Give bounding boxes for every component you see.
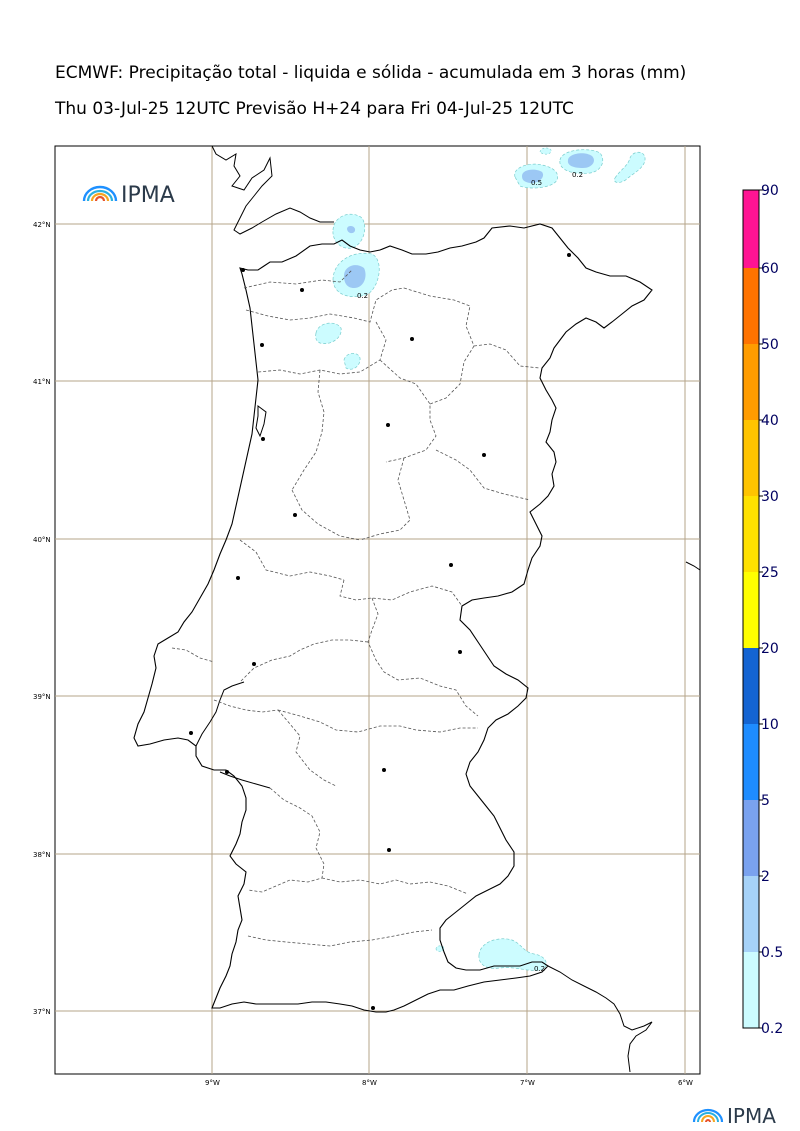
city-dot [449, 563, 453, 567]
city-dot [410, 337, 414, 341]
map-subtitle: Thu 03-Jul-25 12UTC Previsão H+24 para F… [55, 99, 574, 119]
colorbar-segment [743, 496, 759, 572]
city-dot [189, 731, 193, 735]
colorbar-label: 50 [761, 337, 779, 353]
map-frame [54, 145, 701, 1075]
lat-label: 39°N [33, 693, 51, 701]
colorbar-label: 5 [761, 793, 770, 809]
city-dot [236, 576, 240, 580]
lat-label: 37°N [33, 1008, 51, 1016]
colorbar-label: 25 [761, 565, 779, 581]
colorbar-segment [743, 420, 759, 496]
lon-label: 8°W [362, 1079, 377, 1087]
sado-estuary [219, 771, 271, 789]
precip-area-cyan [315, 322, 342, 344]
colorbar-segment [743, 572, 759, 648]
city-dot [567, 253, 571, 257]
city-dot [225, 770, 229, 774]
colorbar-segment [743, 800, 759, 876]
city-dot [241, 268, 245, 272]
precip-area-cyan [539, 147, 552, 155]
colorbar-label: 60 [761, 261, 779, 277]
ipma-logo-map: IPMA [82, 183, 175, 208]
lon-label: 6°W [678, 1079, 693, 1087]
colorbar-segment [743, 190, 759, 268]
city-dot [458, 650, 462, 654]
colorbar-label: 40 [761, 413, 779, 429]
colorbar-label: 90 [761, 183, 779, 199]
coastline-portugal [133, 223, 653, 1013]
colorbar-label: 10 [761, 717, 779, 733]
ipma-footer-text: IPMA [727, 1104, 776, 1128]
lat-label: 41°N [33, 378, 51, 386]
contour-label: 0.2 [357, 292, 368, 300]
aveiro-lagoon [255, 405, 267, 438]
precip-area-blue [567, 153, 594, 168]
coastline-spain-south [547, 965, 653, 1073]
colorbar-segment [743, 724, 759, 800]
map-title: ECMWF: Precipitação total - liquida e só… [55, 63, 687, 83]
precip-area-cyan [343, 353, 361, 370]
colorbar-label: 20 [761, 641, 779, 657]
precip-area-blue [347, 226, 356, 234]
precip-area-cyan [614, 151, 646, 183]
coastline-fragment [685, 561, 701, 571]
district-capitals [189, 253, 571, 1010]
city-dot [482, 453, 486, 457]
precipitation-areas [315, 147, 646, 971]
city-dot [300, 288, 304, 292]
lat-label: 42°N [33, 221, 51, 229]
city-dot [386, 423, 390, 427]
precip-area-blue [522, 169, 544, 184]
coastline-galicia [211, 145, 334, 235]
contour-label: 0.2 [534, 965, 545, 973]
colorbar-segment [743, 952, 759, 1028]
colorbar-label: 2 [761, 869, 770, 885]
city-dot [293, 513, 297, 517]
city-dot [371, 1006, 375, 1010]
colorbar-segment [743, 344, 759, 420]
city-dot [260, 343, 264, 347]
lat-label: 40°N [33, 536, 51, 544]
colorbar-segment [743, 648, 759, 724]
colorbar-label: 30 [761, 489, 779, 505]
contour-label: 0.2 [572, 171, 583, 179]
ipma-logo-footer: IPMA [692, 1104, 776, 1128]
lon-label: 9°W [205, 1079, 220, 1087]
ipma-logo-text: IPMA [121, 183, 175, 208]
graticule [55, 146, 700, 1074]
colorbar-label: 0.2 [761, 1021, 783, 1037]
colorbar-segment [743, 268, 759, 344]
colorbar-label: 0.5 [761, 945, 783, 961]
city-dot [261, 437, 265, 441]
tagus-estuary [195, 681, 245, 747]
district-boundaries [171, 269, 541, 947]
lat-label: 38°N [33, 851, 51, 859]
city-dot [387, 848, 391, 852]
city-dot [382, 768, 386, 772]
lon-label: 7°W [520, 1079, 535, 1087]
city-dot [252, 662, 256, 666]
colorbar: 0.2 0.5 2 5 10 20 25 30 40 50 60 90 [742, 183, 783, 1037]
colorbar-segment [743, 876, 759, 952]
contour-label: 0.5 [531, 179, 542, 187]
precip-area-blue [344, 265, 366, 288]
